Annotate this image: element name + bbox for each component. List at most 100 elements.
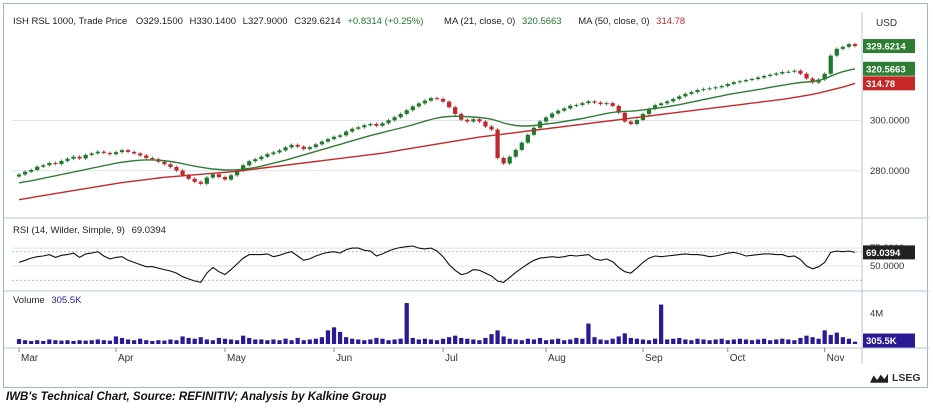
candle — [792, 70, 797, 72]
close-value: C329.6214 — [294, 16, 340, 27]
candle — [180, 170, 185, 176]
instrument-label: ISH RSL 1000, Trade Price — [13, 16, 127, 27]
volume-bar — [604, 340, 609, 344]
candle — [198, 181, 203, 184]
candle — [259, 156, 264, 160]
volume-bar — [737, 338, 742, 344]
logo-text: LSEG — [892, 372, 921, 384]
volume-bar — [798, 337, 803, 344]
candle — [204, 177, 209, 184]
currency-label: USD — [876, 18, 897, 29]
volume-bar — [47, 339, 52, 344]
candle — [368, 124, 373, 126]
volume-bar — [580, 338, 585, 344]
ma21-price-tag: 320.5663 — [866, 64, 906, 75]
candle — [774, 73, 779, 75]
candle — [410, 106, 415, 111]
volume-bar — [610, 338, 615, 344]
candle — [689, 92, 694, 94]
volume-bar — [568, 339, 573, 344]
candle — [150, 157, 155, 160]
candle — [519, 142, 524, 150]
volume-bar — [253, 339, 258, 344]
volume-bar — [186, 337, 191, 344]
candle — [798, 70, 803, 74]
last-price-tag: 329.6214 — [866, 42, 906, 53]
volume-bar — [822, 330, 827, 344]
candle — [47, 162, 52, 166]
candle — [228, 175, 234, 180]
volume-bar — [725, 340, 730, 344]
volume-bar — [138, 338, 143, 344]
volume-bar — [852, 341, 858, 344]
month-label: Oct — [730, 353, 746, 364]
candle — [404, 110, 409, 114]
volume-bar — [774, 339, 779, 344]
volume-bar — [828, 334, 833, 344]
volume-bar — [59, 340, 64, 344]
price-tick-label: 280.0000 — [870, 166, 910, 177]
volume-bar — [755, 339, 761, 344]
candle — [356, 127, 361, 129]
volume-bar — [16, 339, 22, 344]
candle — [543, 117, 549, 122]
candle — [186, 175, 191, 179]
candle — [398, 113, 403, 118]
technical-chart[interactable]: 300.0000280.000075.000050.00004M314.7832… — [4, 4, 929, 389]
candle — [331, 136, 337, 140]
candle — [241, 165, 246, 171]
volume-bar — [374, 337, 379, 344]
candle — [422, 100, 428, 104]
volume-bar — [289, 340, 294, 344]
candle — [29, 170, 34, 172]
candle — [289, 144, 294, 148]
volume-bar — [695, 338, 700, 344]
candle — [507, 156, 512, 164]
volume-bar — [180, 336, 185, 344]
candle — [428, 98, 434, 101]
candle — [95, 151, 100, 154]
volume-bar — [265, 340, 270, 344]
volume-bar — [628, 337, 633, 344]
volume-bar — [368, 339, 373, 344]
volume-bar — [592, 337, 597, 344]
candle — [41, 165, 46, 167]
candle — [761, 75, 767, 78]
candle — [222, 177, 228, 180]
candle — [386, 120, 391, 124]
volume-bar — [780, 338, 785, 344]
volume-bar — [53, 340, 58, 344]
volume-bar — [410, 337, 415, 344]
candle — [374, 124, 379, 126]
logo-mark-icon — [870, 373, 888, 383]
volume-bar — [792, 340, 797, 344]
month-label: Jun — [336, 353, 352, 364]
candle — [604, 103, 609, 105]
candle — [77, 156, 82, 159]
candle — [440, 98, 446, 102]
candle — [622, 112, 627, 122]
volume-bar — [622, 333, 627, 344]
candle — [446, 101, 452, 108]
volume-bar — [846, 338, 852, 344]
candle — [749, 79, 755, 81]
volume-bar — [307, 339, 312, 344]
candle — [646, 108, 652, 114]
volume-bar — [144, 340, 149, 344]
candle — [828, 55, 833, 74]
candle — [138, 153, 143, 156]
candle — [501, 157, 506, 164]
candle — [846, 44, 852, 47]
volume-bar — [216, 337, 222, 344]
volume-bar — [234, 340, 240, 344]
candle — [495, 129, 500, 158]
volume-bar — [574, 337, 579, 344]
candle — [301, 146, 306, 150]
candle — [59, 160, 64, 164]
volume-bar — [453, 335, 458, 344]
candle — [247, 161, 252, 166]
volume-bar — [556, 338, 561, 344]
ma50-price-tag-bg — [863, 76, 915, 91]
candle — [350, 128, 355, 132]
volume-bar — [701, 339, 706, 344]
